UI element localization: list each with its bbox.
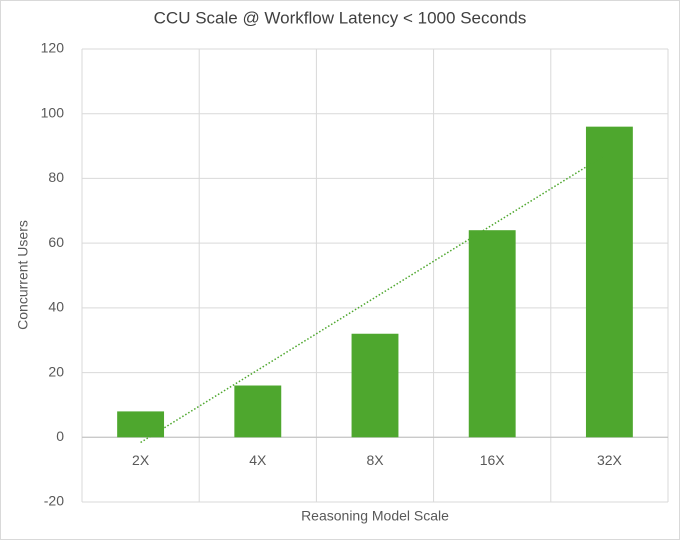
- y-tick-label: 80: [48, 169, 64, 185]
- y-tick-label: 100: [41, 104, 65, 120]
- chart-title: CCU Scale @ Workflow Latency < 1000 Seco…: [154, 8, 527, 27]
- x-tick-label: 32X: [597, 452, 623, 468]
- y-tick-label: 40: [48, 299, 64, 315]
- x-tick-label: 4X: [249, 452, 267, 468]
- y-tick-label: 20: [48, 363, 64, 379]
- y-tick-label: 60: [48, 234, 64, 250]
- y-tick-label: 120: [41, 40, 65, 56]
- y-tick-label: 0: [56, 428, 64, 444]
- bar: [117, 411, 165, 438]
- x-axis-title: Reasoning Model Scale: [301, 508, 449, 524]
- bar: [351, 333, 399, 438]
- x-tick-label: 2X: [132, 452, 150, 468]
- bar: [585, 126, 633, 438]
- x-tick-label: 16X: [480, 452, 506, 468]
- bar: [468, 230, 516, 438]
- y-tick-label: -20: [44, 493, 64, 509]
- y-axis-title: Concurrent Users: [15, 220, 31, 330]
- x-tick-label: 8X: [366, 452, 384, 468]
- bar: [234, 385, 282, 438]
- trendline: [140, 151, 610, 444]
